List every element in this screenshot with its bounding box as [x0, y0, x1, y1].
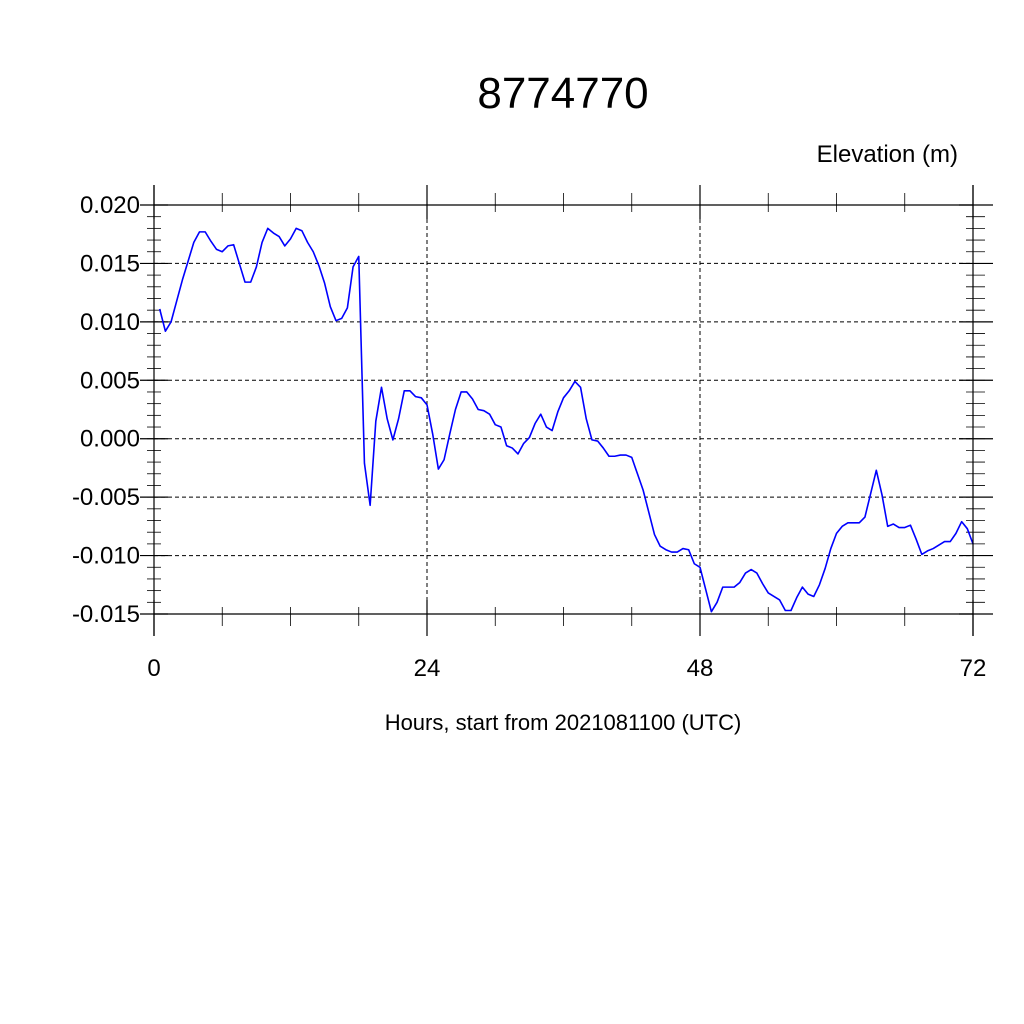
x-tick-label: 48: [687, 655, 714, 682]
chart-title: 8774770: [477, 69, 648, 118]
y-tick-label: 0.010: [80, 309, 140, 336]
x-tick-label: 0: [147, 655, 160, 682]
x-tick-label: 24: [414, 655, 441, 682]
y-tick-label: 0.005: [80, 367, 140, 394]
grid-lines: [154, 205, 973, 614]
series-line-0: [158, 227, 974, 613]
y-tick-label: -0.010: [72, 543, 140, 570]
y-tick-label: -0.015: [72, 601, 140, 628]
y-tick-label: 0.015: [80, 250, 140, 277]
chart-subtitle: Elevation (m): [817, 141, 958, 168]
series-layer: [158, 227, 974, 613]
x-axis-label: Hours, start from 2021081100 (UTC): [385, 710, 742, 735]
y-tick-label: -0.005: [72, 484, 140, 511]
tick-labels: -0.015 -0.010 -0.005 0.000 0.005 0.010 0.015 0.…: [72, 192, 986, 682]
y-tick-label: 0.020: [80, 192, 140, 219]
y-tick-label: 0.000: [80, 426, 140, 453]
x-tick-label: 72: [960, 655, 987, 682]
axis-ticks: [140, 185, 993, 636]
plot-frame: [153, 185, 974, 636]
